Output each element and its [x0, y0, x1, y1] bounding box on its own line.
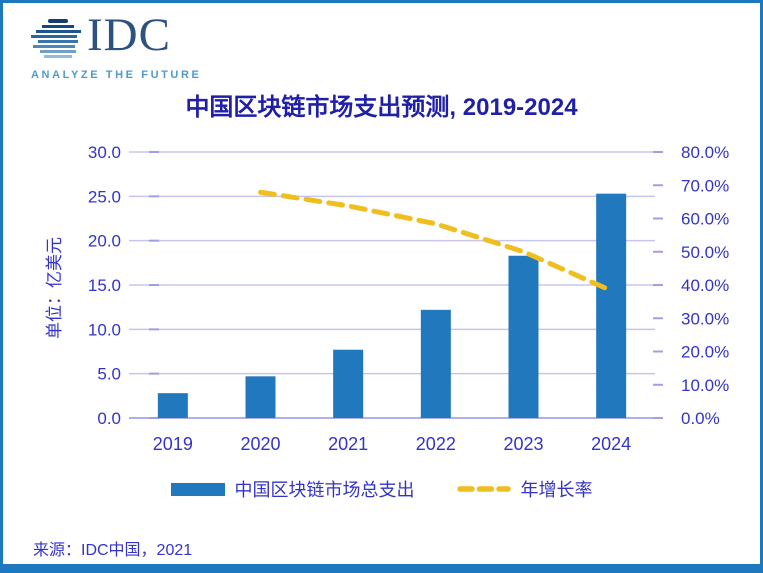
idc-globe-icon [31, 19, 81, 58]
legend-item-growth: 年增长率 [456, 476, 593, 502]
legend-item-spending: 中国区块链市场总支出 [170, 476, 415, 502]
left-axis-label: 15.0 [88, 276, 121, 295]
legend-label-spending: 中国区块链市场总支出 [234, 480, 415, 500]
left-axis-label: 25.0 [88, 187, 121, 206]
x-axis-label: 2022 [416, 434, 456, 454]
x-axis-label: 2019 [153, 434, 193, 454]
spending-forecast-chart: 0.0 5.0 10.0 15.0 20.0 25.0 30.0 0.0% 10.0% 20.0%… [45, 143, 729, 454]
bar-2020 [245, 376, 276, 418]
legend-bar-swatch [170, 482, 225, 496]
legend-label-growth: 年增长率 [520, 480, 593, 500]
right-axis-label: 0.0% [681, 409, 720, 428]
idc-tagline: ANALYZE THE FUTURE [31, 69, 202, 81]
right-axis-label: 10.0% [681, 376, 729, 395]
chart-title: 中国区块链市场支出预测, 2019-2024 [185, 94, 578, 121]
chart-legend: 中国区块链市场总支出 年增长率 [3, 476, 760, 502]
idc-logo: IDC ANALYZE THE FUTURE [31, 9, 202, 81]
legend-dash-swatch [456, 486, 511, 492]
bar-2022 [420, 309, 451, 418]
x-axis-label: 2023 [503, 434, 543, 454]
left-axis-label: 10.0 [88, 320, 121, 339]
left-axis-label: 30.0 [88, 143, 121, 162]
right-axis-label: 30.0% [681, 309, 729, 328]
left-axis-title: 单位：亿美元 [45, 237, 64, 339]
left-axis-label: 0.0 [97, 409, 121, 428]
bar-2024 [596, 193, 627, 418]
right-axis-label: 20.0% [681, 343, 729, 362]
right-axis-label: 60.0% [681, 210, 729, 229]
right-axis-label: 70.0% [681, 176, 729, 195]
bar-2019 [157, 393, 188, 418]
x-axis-label: 2021 [328, 434, 368, 454]
x-axis-label: 2024 [591, 434, 631, 454]
bar-2021 [333, 349, 364, 418]
bar-2023 [508, 255, 539, 418]
growth-rate-line [258, 189, 614, 294]
right-axis-label: 80.0% [681, 143, 729, 162]
left-axis-label: 20.0 [88, 232, 121, 251]
right-axis-label: 50.0% [681, 243, 729, 262]
left-axis-label: 5.0 [97, 365, 121, 384]
source-note: 来源：IDC中国，2021 [33, 542, 193, 559]
right-axis-label: 40.0% [681, 276, 729, 295]
idc-logo-text: IDC [87, 9, 171, 61]
x-axis-label: 2020 [240, 434, 280, 454]
